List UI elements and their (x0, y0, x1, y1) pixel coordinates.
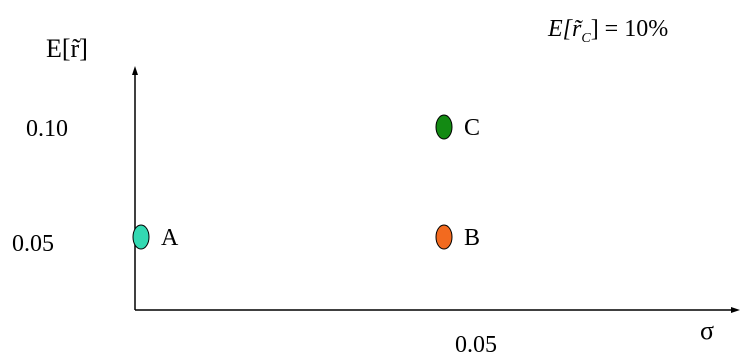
point-label-c: C (464, 115, 480, 141)
x-axis-arrow (731, 307, 740, 313)
annotation-subscript: C (581, 30, 591, 46)
annotation-expected-return-c: E[r̃C] = 10% (548, 16, 668, 47)
point-label-b: B (464, 225, 480, 251)
annotation-variable: r̃ (572, 16, 582, 42)
y-tick-label-0.10: 0.10 (26, 116, 68, 142)
point-b (435, 224, 453, 250)
annotation-suffix: ] = 10% (590, 16, 669, 42)
y-axis-arrow (132, 66, 138, 75)
x-axis-label: σ (700, 316, 715, 345)
point-label-a: A (161, 225, 179, 251)
y-axis-label: E[r̃] (46, 34, 88, 63)
axes (132, 66, 740, 313)
point-a (132, 224, 150, 250)
x-tick-label-0.05: 0.05 (455, 332, 497, 358)
point-c (435, 114, 453, 140)
y-tick-label-0.05: 0.05 (12, 231, 54, 257)
data-points: A B C (132, 114, 480, 251)
annotation-prefix: E[ (548, 16, 572, 42)
